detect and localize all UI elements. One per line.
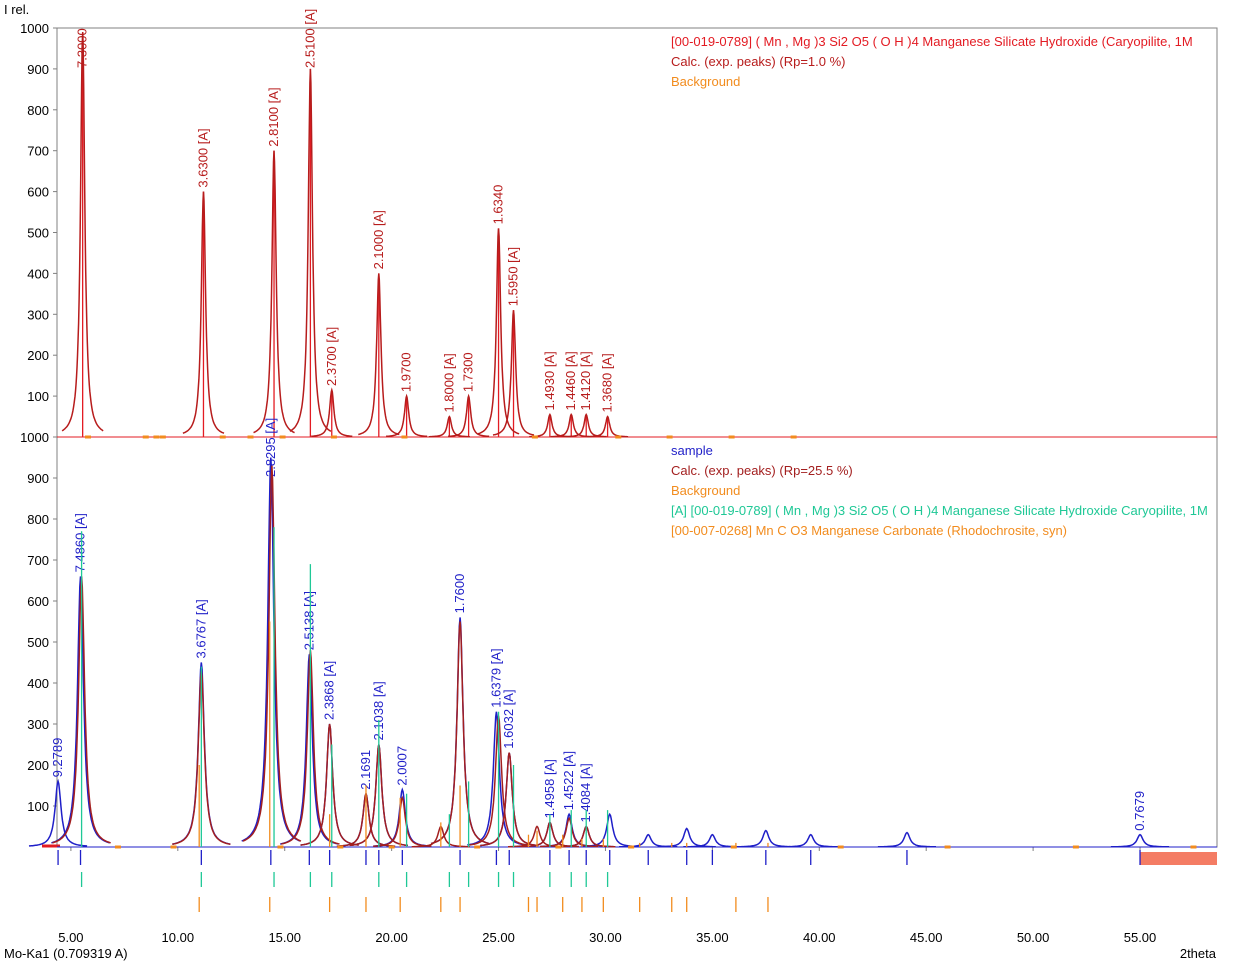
peak [467,711,526,846]
peak-label: 2.1000 [A] [371,210,386,269]
peak-label: 1.4460 [A] [563,351,578,410]
y-tick-label: 500 [27,635,49,650]
peak-label: 7.4860 [A] [73,513,88,572]
peak-label: 2.5138 [A] [301,591,316,650]
y-tick-label: 800 [27,512,49,527]
peak-label: 1.5950 [A] [506,247,521,306]
peak [565,412,607,438]
y-tick-label: 1000 [20,21,49,36]
peak [358,273,400,436]
peak [428,415,470,438]
peak-label: 1.4930 [A] [542,351,557,410]
peak [736,829,795,848]
peak-label: 9.2789 [50,738,65,778]
peak-label: 0.7679 [1132,791,1147,831]
x-axis-label: 2theta [1180,946,1217,961]
x-tick-label: 30.00 [589,930,622,945]
peak-label: 1.9700 [399,352,414,392]
peak [477,228,520,435]
legend-entry: Background [671,483,740,498]
y-axis-label: I rel. [4,2,29,17]
legend-entry: [00-019-0789] ( Mn , Mg )3 Si2 O5 ( O H … [671,34,1193,49]
peak [28,778,88,847]
radiation-label: Mo-Ka1 (0.709319 A) [4,946,128,961]
peak-label: 1.4958 [A] [542,759,557,818]
legend-entry: Background [671,74,740,89]
y-tick-label: 700 [27,553,49,568]
x-tick-label: 10.00 [162,930,195,945]
y-tick-label: 600 [27,185,49,200]
y-tick-label: 700 [27,144,49,159]
legend-entry: Calc. (exp. peaks) (Rp=1.0 %) [671,54,845,69]
peak [182,191,225,434]
peak-label: 2.3868 [A] [322,661,337,720]
y-tick-label: 900 [27,62,49,77]
peak-label: 1.8000 [A] [441,353,456,412]
peak [657,827,716,848]
peak-label: 1.6379 [A] [488,648,503,707]
x-tick-label: 25.00 [482,930,515,945]
legend-entry: [A] [00-019-0789] ( Mn , Mg )3 Si2 O5 ( … [671,503,1208,518]
legend-entry: sample [671,443,713,458]
legend-entry: Calc. (exp. peaks) (Rp=25.5 %) [671,463,853,478]
peak [61,32,104,432]
x-tick-label: 15.00 [268,930,301,945]
x-tick-label: 50.00 [1017,930,1050,945]
peak-label: 3.6767 [A] [193,599,208,658]
peak-label: 1.3680 [A] [600,353,615,412]
y-tick-label: 500 [27,226,49,241]
peak-label: 2.1691 [358,750,373,790]
peak-label: 1.7600 [452,574,467,614]
peak-label: 1.6032 [A] [501,689,516,748]
peak-label: 2.5100 [A] [302,9,317,68]
peak [550,413,592,438]
y-tick-label: 200 [27,348,49,363]
y-tick-label: 400 [27,676,49,691]
y-tick-label: 300 [27,307,49,322]
x-tick-label: 20.00 [375,930,408,945]
peak-label: 2.8295 [A] [263,418,278,477]
peak-label: 1.4084 [A] [578,763,593,822]
y-tick-label: 100 [27,799,49,814]
y-tick-label: 800 [27,103,49,118]
peak [242,465,302,842]
x-tick-label: 55.00 [1124,930,1157,945]
x-tick-label: 40.00 [803,930,836,945]
y-tick-label: 200 [27,758,49,773]
peak-label: 2.3700 [A] [324,327,339,386]
legend-entry: [00-007-0268] Mn C O3 Manganese Carbonat… [671,523,1067,538]
y-tick-label: 400 [27,266,49,281]
x-tick-label: 45.00 [910,930,943,945]
peak [1110,833,1170,848]
peak [877,831,936,848]
peak [311,387,353,438]
peak-label: 3.6300 [A] [195,128,210,187]
x-tick-label: 5.00 [58,930,83,945]
x-tick-label: 35.00 [696,930,729,945]
peak [492,310,535,436]
peak [289,68,332,432]
y-tick-label: 600 [27,594,49,609]
peak [373,795,432,847]
y-tick-label: 900 [27,471,49,486]
peak [447,393,490,438]
y-tick-label: 100 [27,389,49,404]
peak [587,415,629,438]
peak-label: 2.8100 [A] [266,87,281,146]
peak-label: 1.6340 [491,185,506,225]
peak-label: 1.4522 [A] [561,751,576,810]
peak [253,150,295,434]
peak-label: 7.3000 [75,28,90,68]
peak-label: 2.0007 [394,746,409,786]
peak [385,393,428,438]
y-tick-label: 300 [27,717,49,732]
peak-label: 1.4120 [A] [578,351,593,410]
peak-label: 1.7300 [461,352,476,392]
y-tick-label: 1000 [20,430,49,445]
range-marker [1140,852,1217,865]
peak [781,833,840,848]
peak-label: 2.1038 [A] [371,681,386,740]
